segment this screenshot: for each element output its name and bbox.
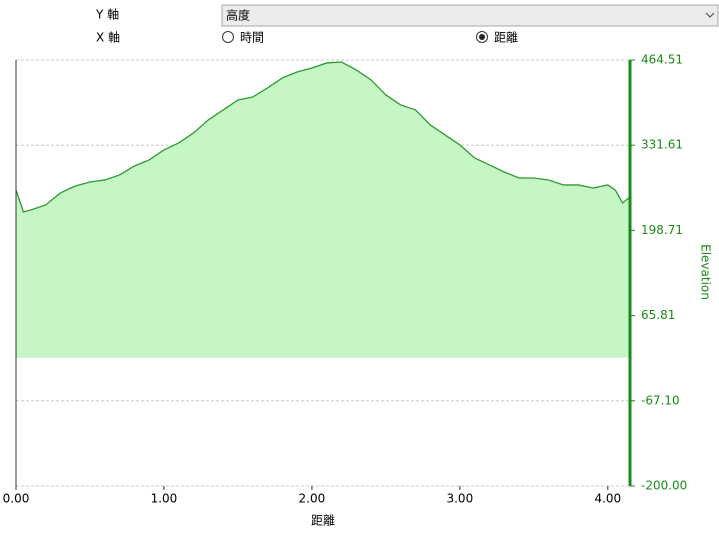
radio-label: 時間: [240, 31, 264, 45]
y-tick-label: 331.61: [641, 138, 683, 152]
radio-dot: [479, 34, 485, 40]
x-tick-label: 0.00: [3, 492, 30, 506]
chart: -200.00 -67.10 65.81 198.71 331.61 464.51 0.00…: [3, 53, 713, 528]
y-tick-label: 464.51: [641, 53, 683, 67]
x-axis-label: X 軸: [96, 31, 120, 45]
y-tick-label: 65.81: [641, 308, 675, 322]
x-tick-label: 2.00: [299, 492, 326, 506]
y-axis-label: Y 軸: [95, 8, 119, 22]
radio-label: 距離: [494, 31, 518, 45]
area-fill: [16, 61, 629, 358]
x-tick-label: 1.00: [151, 492, 178, 506]
radio-group: 時間 距離: [222, 31, 518, 45]
y-axis-title: Elevation: [699, 244, 713, 300]
elevation-line: [15, 61, 629, 213]
y-tick-label: -200.00: [641, 479, 687, 493]
radio-button[interactable]: [222, 31, 234, 43]
y-tick-label: 198.71: [641, 223, 683, 237]
x-tick-label: 3.00: [446, 492, 473, 506]
y-tick-label: -67.10: [641, 393, 680, 407]
dropdown-arrow: [705, 12, 715, 18]
select-value: 高度: [226, 8, 250, 23]
x-axis-title: 距離: [311, 514, 335, 528]
x-tick-label: 4.00: [594, 492, 621, 506]
y-axis-select[interactable]: [221, 4, 719, 27]
